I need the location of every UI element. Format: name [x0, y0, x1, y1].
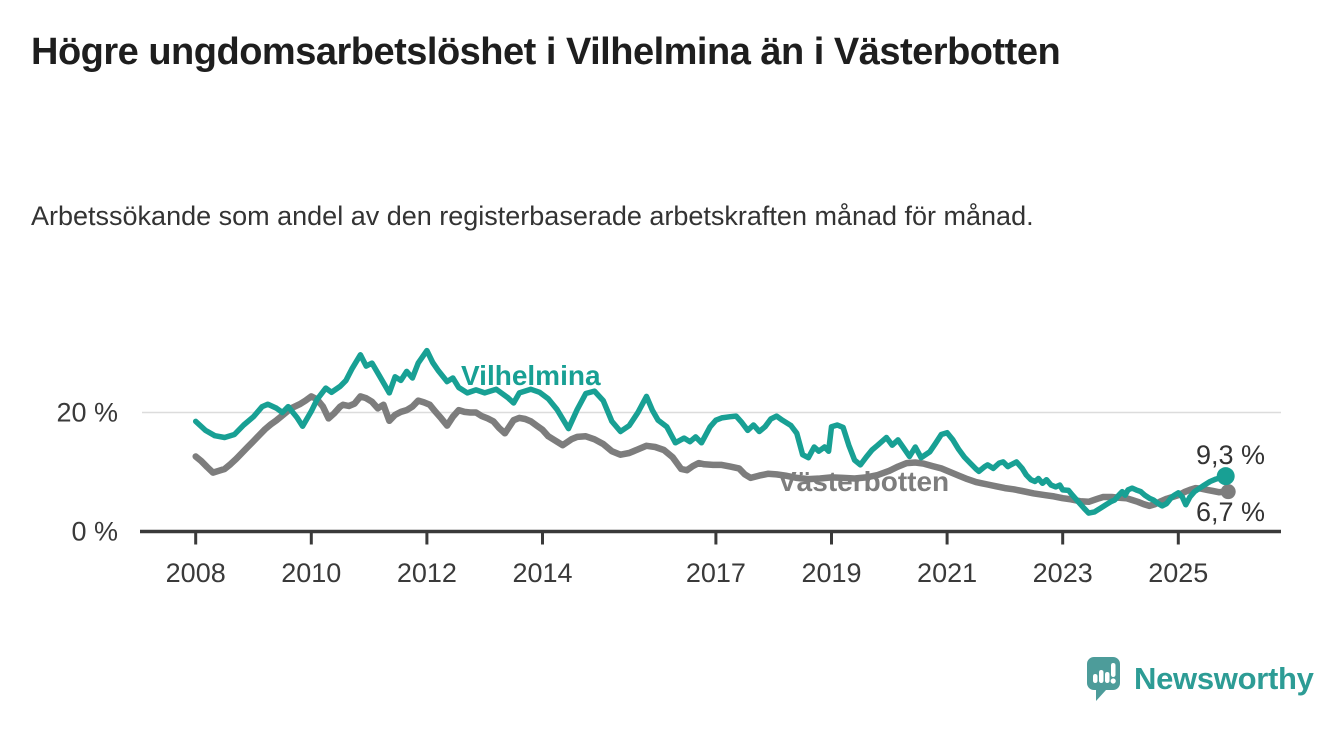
newsworthy-logo: Newsworthy [1086, 656, 1314, 702]
vilhelmina-series-label: Vilhelmina [461, 360, 601, 391]
vilhelmina-end-dot [1216, 467, 1235, 486]
page-title: Högre ungdomsarbetslöshet i Vilhelmina ä… [31, 31, 1061, 73]
x-axis-tick-label: 2008 [166, 558, 226, 588]
västerbotten-line [192, 393, 1229, 510]
västerbotten-end-dot [1220, 484, 1236, 500]
y-axis-tick-label: 20 % [56, 398, 118, 428]
x-axis-tick-label: 2025 [1148, 558, 1208, 588]
x-axis-tick-label: 2019 [801, 558, 861, 588]
x-axis-tick-label: 2014 [512, 558, 572, 588]
y-axis-tick-label: 0 % [71, 517, 118, 547]
x-axis-tick-label: 2021 [917, 558, 977, 588]
x-axis-tick-label: 2023 [1033, 558, 1093, 588]
vilhelmina-line [192, 347, 1229, 516]
page-subtitle: Arbetssökande som andel av den registerb… [31, 201, 1034, 231]
x-axis-tick-label: 2012 [397, 558, 457, 588]
västerbotten-series-label: Västerbotten [778, 466, 949, 497]
x-axis-tick-label: 2017 [686, 558, 746, 588]
x-axis-tick-label: 2010 [281, 558, 341, 588]
newsworthy-logo-icon [1087, 657, 1120, 701]
vilhelmina-end-value-label: 9,3 % [1196, 440, 1265, 470]
newsworthy-logo-text: Newsworthy [1134, 661, 1314, 696]
västerbotten-end-value-label: 6,7 % [1196, 497, 1265, 527]
